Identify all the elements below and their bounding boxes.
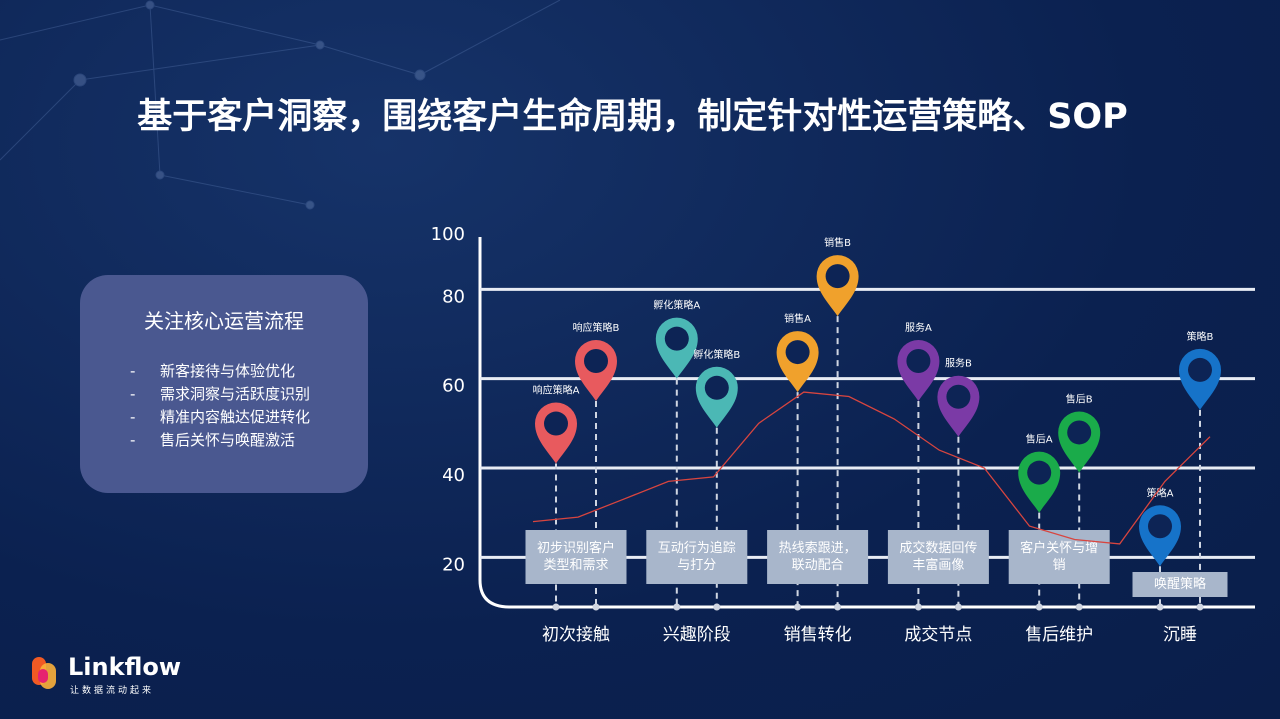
pin-hole: [1027, 460, 1052, 485]
pin-hole: [1067, 420, 1092, 445]
stage-box-label: 客户关怀与增销: [1020, 541, 1099, 573]
pin: [776, 331, 819, 393]
pin: [937, 375, 980, 437]
pin: [1018, 451, 1061, 513]
pin: [816, 255, 859, 317]
stage-name: 销售转化: [784, 625, 852, 645]
pin-label: 服务A: [905, 321, 932, 334]
stage-name: 成交节点: [904, 625, 972, 645]
pin: [1139, 505, 1181, 567]
pin: [1058, 411, 1101, 473]
pin-hole: [704, 375, 729, 400]
stage-box: [646, 530, 748, 584]
pin-label: 响应策略B: [573, 321, 620, 334]
panel-item: 需求洞察与活跃度识别: [130, 383, 368, 406]
pin-label: 响应策略A: [533, 384, 580, 397]
y-tick-label: 60: [442, 376, 465, 397]
focus-panel: 关注核心运营流程 新客接待与体验优化需求洞察与活跃度识别精准内容触达促进转化售后…: [80, 275, 368, 493]
pin: [575, 340, 617, 401]
stem-dot: [592, 603, 600, 611]
pin: [655, 317, 698, 379]
stem-dot: [954, 603, 962, 611]
stage-box-label: 互动行为追踪与打分: [657, 541, 736, 573]
stem-dot: [1196, 603, 1204, 611]
stem-dot: [673, 603, 681, 611]
pin-hole: [785, 340, 810, 365]
pin: [1179, 348, 1221, 410]
pin-label: 售后B: [1066, 392, 1093, 405]
pin-hole: [946, 384, 971, 409]
pin-label: 服务B: [945, 357, 972, 370]
slide-title: 基于客户洞察，围绕客户生命周期，制定针对性运营策略、SOP: [137, 97, 1128, 137]
pin-label: 销售A: [784, 312, 811, 325]
stem-dot: [1156, 603, 1164, 611]
stem-dot: [713, 603, 721, 611]
stem-dot: [1035, 603, 1043, 611]
pin: [535, 402, 577, 464]
y-tick-label: 80: [442, 286, 465, 307]
logo-icon: [32, 657, 56, 689]
stem-dot: [834, 603, 842, 611]
pin-hole: [1148, 514, 1172, 539]
pin-label: 孵化策略B: [693, 348, 740, 361]
pin: [695, 366, 738, 428]
y-tick-label: 100: [431, 224, 465, 245]
stage-name: 沉睡: [1163, 625, 1197, 645]
pin-hole: [584, 349, 608, 373]
stem-dot: [914, 603, 922, 611]
pin-label: 销售B: [824, 236, 851, 249]
logo-slogan: 让数据流动起来: [70, 686, 155, 696]
stage-name: 售后维护: [1025, 625, 1093, 645]
stage-box-text: 唤醒策略: [1153, 577, 1206, 592]
stage-box-label: 热线索跟进，联动配合: [778, 541, 857, 573]
stage-box-text: 热线索跟进，联动配合: [778, 541, 857, 573]
stage-box-label: 成交数据回传丰富画像: [899, 541, 978, 573]
stage-box: [1008, 530, 1110, 584]
stage-box: [525, 530, 627, 584]
pin-hole: [1188, 357, 1212, 382]
stem-dot: [794, 603, 802, 611]
logo-name: Linkflow: [68, 653, 182, 681]
stage-box-text: 初步识别客户类型和需求: [536, 541, 615, 573]
stage-box: [1132, 572, 1228, 597]
stage-box-label: 初步识别客户类型和需求: [536, 541, 615, 573]
panel-item: 精准内容触达促进转化: [130, 406, 368, 429]
stage-name: 兴趣阶段: [663, 625, 731, 645]
stage-box-text: 客户关怀与增销: [1020, 541, 1099, 573]
stage-box: [767, 530, 869, 584]
pin-label: 策略A: [1147, 486, 1174, 499]
axis: [478, 237, 1255, 609]
pin-hole: [906, 349, 931, 373]
panel-list: 新客接待与体验优化需求洞察与活跃度识别精准内容触达促进转化售后关怀与唤醒激活: [130, 360, 368, 452]
y-tick-label: 20: [442, 554, 465, 575]
pin-label: 孵化策略A: [653, 299, 700, 312]
trend-line: [532, 391, 1211, 545]
stem-dot: [1075, 603, 1083, 611]
y-tick-label: 40: [442, 465, 465, 486]
pin-hole: [825, 264, 850, 289]
panel-title: 关注核心运营流程: [144, 309, 304, 333]
stem-dot: [552, 603, 560, 611]
stage-box: [887, 530, 989, 584]
pin-hole: [664, 326, 689, 351]
panel-item: 售后关怀与唤醒激活: [130, 429, 368, 452]
stage-box-label: 唤醒策略: [1153, 577, 1206, 592]
pin-label: 策略B: [1187, 330, 1214, 343]
pin: [897, 340, 940, 401]
panel-item: 新客接待与体验优化: [130, 360, 368, 383]
pin-hole: [544, 411, 568, 436]
stage-box-text: 成交数据回传丰富画像: [899, 541, 978, 573]
stage-name: 初次接触: [542, 625, 610, 645]
stage-box-text: 互动行为追踪与打分: [657, 541, 736, 573]
pin-label: 售后A: [1026, 433, 1053, 446]
